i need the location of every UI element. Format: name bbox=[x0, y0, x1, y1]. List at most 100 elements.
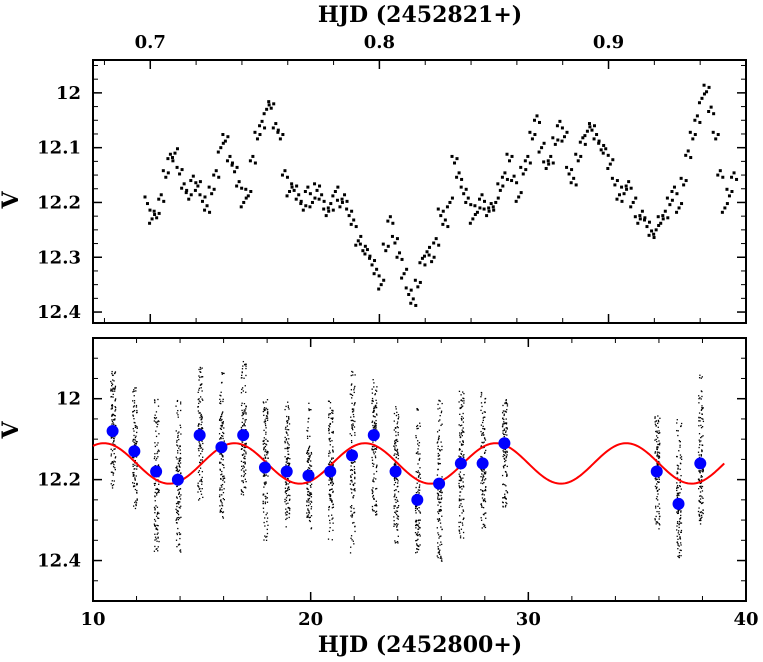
bottom-measurement-dot bbox=[240, 469, 243, 471]
bottom-measurement-dot bbox=[502, 483, 504, 486]
bottom-measurement-dot bbox=[243, 377, 245, 379]
bottom-measurement-dot bbox=[480, 396, 482, 398]
bottom-measurement-dot bbox=[375, 503, 377, 506]
bottom-measurement-dot bbox=[439, 498, 441, 500]
bottom-measurement-dot bbox=[657, 422, 659, 425]
bottom-measurement-dot bbox=[676, 486, 678, 488]
bottom-measurement-dot bbox=[266, 528, 268, 531]
nightly-mean-point bbox=[215, 441, 228, 454]
bottom-measurement-dot bbox=[678, 545, 680, 547]
bottom-measurement-dot bbox=[397, 506, 399, 509]
bottom-measurement-dot bbox=[329, 426, 331, 428]
bottom-measurement-dot bbox=[310, 486, 312, 488]
top-data-point bbox=[716, 133, 720, 137]
bottom-measurement-dot bbox=[654, 518, 656, 520]
bottom-measurement-dot bbox=[266, 532, 269, 535]
top-data-point bbox=[242, 200, 246, 204]
bottom-measurement-dot bbox=[414, 507, 417, 510]
top-data-point bbox=[725, 187, 729, 191]
nightly-mean-point bbox=[367, 429, 380, 442]
top-data-point bbox=[239, 205, 243, 209]
top-data-point bbox=[395, 255, 399, 259]
bottom-measurement-dot bbox=[418, 492, 420, 494]
bottom-measurement-dot bbox=[374, 511, 377, 513]
bottom-measurement-dot bbox=[133, 430, 135, 432]
bottom-measurement-dot bbox=[197, 398, 199, 401]
bottom-measurement-dot bbox=[308, 497, 311, 500]
top-data-point bbox=[629, 205, 633, 209]
bottom-measurement-dot bbox=[221, 381, 223, 384]
bottom-measurement-dot bbox=[503, 418, 505, 421]
bottom-measurement-dot bbox=[702, 512, 704, 515]
bottom-measurement-dot bbox=[371, 397, 374, 400]
bottom-measurement-dot bbox=[177, 513, 180, 516]
bottom-measurement-dot bbox=[438, 519, 440, 521]
top-data-point bbox=[381, 242, 385, 246]
bottom-measurement-dot bbox=[330, 479, 332, 482]
bottom-measurement-dot bbox=[200, 368, 202, 370]
bottom-measurement-dot bbox=[309, 503, 312, 505]
top-data-point bbox=[340, 200, 344, 204]
bottom-measurement-dot bbox=[179, 533, 181, 536]
bottom-measurement-dot bbox=[654, 423, 657, 425]
bottom-measurement-dot bbox=[158, 483, 160, 485]
bottom-measurement-dot bbox=[372, 400, 374, 403]
bottom-measurement-dot bbox=[350, 537, 352, 539]
bottom-measurement-dot bbox=[156, 421, 159, 423]
bottom-measurement-dot bbox=[463, 454, 465, 456]
bottom-measurement-dot bbox=[458, 530, 461, 532]
bottom-measurement-dot bbox=[373, 426, 375, 429]
bottom-measurement-dot bbox=[332, 409, 334, 412]
bottom-measurement-dot bbox=[460, 404, 463, 406]
bottom-measurement-dot bbox=[265, 514, 267, 516]
bottom-measurement-dot bbox=[415, 435, 417, 437]
bottom-measurement-dot bbox=[352, 428, 354, 431]
bottom-measurement-dot bbox=[676, 529, 678, 531]
bottom-measurement-dot bbox=[458, 500, 461, 502]
bottom-measurement-dot bbox=[221, 504, 223, 506]
bottom-measurement-dot bbox=[438, 437, 440, 440]
bottom-xtick-label: 10 bbox=[80, 609, 105, 630]
bottom-measurement-dot bbox=[266, 520, 268, 523]
bottom-measurement-dot bbox=[287, 450, 289, 452]
bottom-measurement-dot bbox=[397, 458, 399, 460]
bottom-measurement-dot bbox=[351, 505, 353, 507]
bottom-measurement-dot bbox=[506, 428, 508, 430]
top-data-point bbox=[665, 196, 669, 200]
bottom-measurement-dot bbox=[132, 440, 134, 442]
bottom-measurement-dot bbox=[459, 537, 462, 539]
bottom-measurement-dot bbox=[419, 512, 422, 514]
bottom-measurement-dot bbox=[243, 457, 246, 460]
top-data-point bbox=[299, 202, 303, 206]
top-data-point bbox=[595, 133, 599, 137]
bottom-measurement-dot bbox=[265, 438, 267, 440]
bottom-measurement-dot bbox=[218, 419, 221, 421]
bottom-measurement-dot bbox=[678, 523, 680, 525]
bottom-measurement-dot bbox=[658, 461, 660, 463]
bottom-measurement-dot bbox=[482, 427, 484, 430]
bottom-measurement-dot bbox=[701, 479, 703, 481]
top-data-point bbox=[290, 182, 294, 186]
bottom-measurement-dot bbox=[175, 519, 177, 521]
bottom-measurement-dot bbox=[286, 415, 288, 418]
bottom-measurement-dot bbox=[676, 484, 679, 487]
top-data-point bbox=[184, 191, 188, 195]
bottom-measurement-dot bbox=[504, 402, 506, 404]
bottom-measurement-dot bbox=[395, 496, 398, 499]
nightly-mean-point bbox=[128, 445, 141, 458]
bottom-measurement-dot bbox=[136, 465, 138, 468]
bottom-measurement-dot bbox=[395, 434, 397, 437]
bottom-measurement-dot bbox=[111, 404, 113, 406]
bottom-measurement-dot bbox=[700, 485, 702, 487]
bottom-measurement-dot bbox=[264, 423, 267, 425]
bottom-measurement-dot bbox=[459, 407, 461, 409]
bottom-measurement-dot bbox=[177, 527, 179, 530]
bottom-measurement-dot bbox=[352, 497, 354, 499]
bottom-measurement-dot bbox=[219, 394, 221, 396]
bottom-measurement-dot bbox=[418, 527, 420, 529]
bottom-measurement-dot bbox=[114, 388, 116, 390]
top-data-point bbox=[263, 126, 267, 130]
bottom-measurement-dot bbox=[266, 497, 269, 499]
top-data-point bbox=[670, 190, 674, 193]
bottom-measurement-dot bbox=[284, 440, 286, 443]
